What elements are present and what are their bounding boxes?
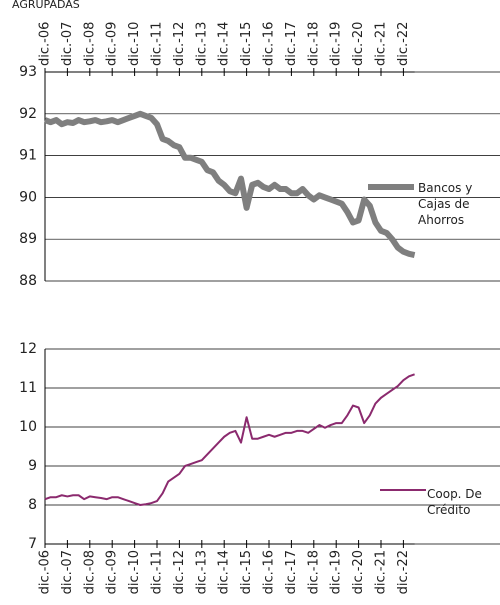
x-tick-label: dic.-14 (217, 22, 232, 66)
y-tick-label: 88 (19, 273, 37, 289)
x-tick-label: dic.-08 (82, 22, 97, 66)
series-line (43, 110, 416, 259)
y-tick-label: 90 (19, 189, 37, 205)
x-tick-label: dic.-17 (284, 550, 299, 594)
x-tick-label: dic.-21 (374, 550, 389, 594)
x-tick-label: dic.-12 (172, 22, 187, 66)
y-tick-label: 8 (28, 497, 37, 513)
x-tick-label: dic.-15 (239, 550, 254, 594)
y-tick-label: 92 (19, 106, 37, 122)
y-tick-label: 7 (28, 536, 37, 552)
x-tick-label: dic.-15 (239, 22, 254, 66)
x-tick-label: dic.-20 (351, 22, 366, 66)
x-tick-label: dic.-07 (60, 22, 75, 66)
legend-label: Coop. De Crédito (427, 487, 482, 517)
x-tick-label: dic.-12 (172, 550, 187, 594)
y-tick-label: 9 (28, 458, 37, 474)
x-tick-label: dic.-13 (194, 22, 209, 66)
y-tick-label: 10 (19, 419, 37, 435)
y-tick-label: 91 (19, 148, 37, 164)
x-tick-label: dic.-09 (105, 550, 120, 594)
x-tick-label: dic.-14 (217, 550, 232, 594)
x-tick-label: dic.-16 (262, 550, 277, 594)
x-tick-label: dic.-08 (82, 550, 97, 594)
y-tick-label: 12 (19, 341, 37, 357)
y-tick-label: 93 (19, 64, 37, 80)
x-tick-label: dic.-17 (284, 22, 299, 66)
x-tick-label: dic.-11 (150, 550, 165, 594)
x-tick-label: dic.-21 (374, 22, 389, 66)
x-tick-label: dic.-10 (127, 22, 142, 66)
x-tick-label: dic.-13 (194, 550, 209, 594)
x-tick-label: dic.-20 (351, 550, 366, 594)
legend-label: Bancos y Cajas de Ahorros (418, 181, 473, 227)
x-tick-label: dic.-06 (38, 550, 53, 594)
x-tick-label: dic.-07 (60, 550, 75, 594)
x-tick-label: dic.-22 (396, 22, 411, 66)
x-tick-label: dic.-10 (127, 550, 142, 594)
series-line (44, 373, 415, 506)
x-tick-label: dic.-22 (396, 550, 411, 594)
x-tick-label: dic.-16 (262, 22, 277, 66)
y-tick-label: 11 (19, 380, 37, 396)
y-tick-label: 89 (19, 231, 37, 247)
x-tick-label: dic.-06 (38, 22, 53, 66)
x-tick-label: dic.-19 (329, 22, 344, 66)
x-tick-label: dic.-11 (150, 22, 165, 66)
x-tick-label: dic.-18 (306, 22, 321, 66)
x-tick-label: dic.-18 (306, 550, 321, 594)
chart-title: AGRUPADAS (12, 0, 80, 11)
x-tick-label: dic.-19 (329, 550, 344, 594)
x-tick-label: dic.-09 (105, 22, 120, 66)
